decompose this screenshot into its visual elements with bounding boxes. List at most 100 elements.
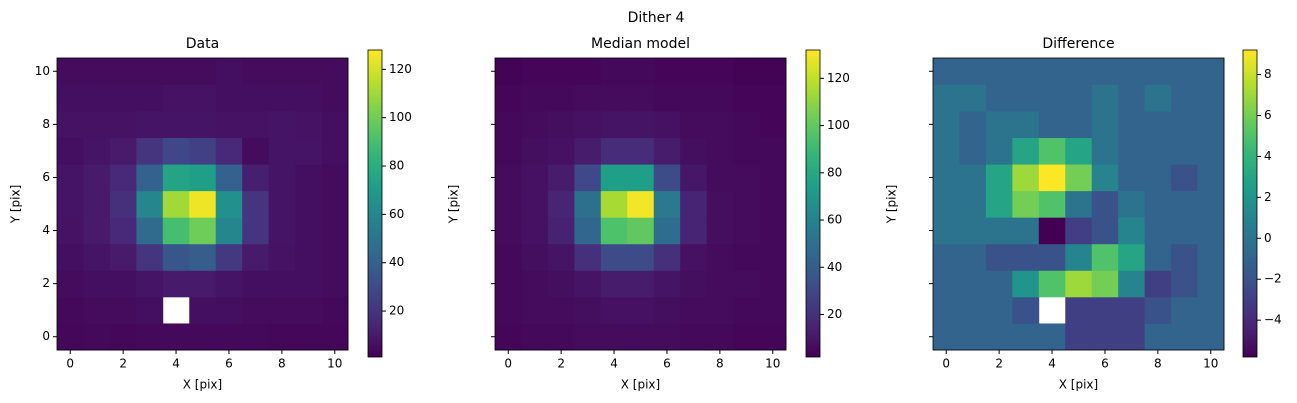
heat-cell (189, 217, 217, 245)
x-tick-label: 2 (995, 357, 1003, 371)
heat-cell (1091, 296, 1119, 324)
heat-cell (83, 164, 111, 192)
heat-cell (1091, 164, 1119, 192)
heat-cell (189, 84, 217, 112)
heat-cell (680, 323, 708, 351)
colorbar-tick-label: 100 (827, 118, 850, 132)
heat-cell (495, 84, 522, 112)
heat-cell (959, 270, 987, 298)
heat-cell (109, 296, 137, 324)
heat-cell (268, 58, 296, 85)
heat-cell (627, 164, 655, 192)
heat-cell (759, 190, 787, 218)
heat-cell (1038, 323, 1066, 351)
heat-cell (627, 243, 655, 271)
y-tick-label: 0 (42, 329, 50, 343)
heat-cell (495, 164, 522, 192)
x-tick-label: 4 (1048, 357, 1056, 371)
x-tick-label: 0 (504, 357, 512, 371)
heat-cell (1038, 190, 1066, 218)
heat-cell (985, 270, 1013, 298)
heat-cell (985, 58, 1013, 85)
colorbar-tick-label: 8 (1264, 67, 1272, 81)
heat-cell (162, 243, 190, 271)
colorbar-tick-label: 60 (827, 213, 842, 227)
heat-cell (985, 323, 1013, 351)
heat-cell (1038, 58, 1066, 85)
heat-cell (1144, 190, 1172, 218)
heat-cell (495, 217, 522, 245)
heat-cell (1065, 217, 1093, 245)
heat-cell (295, 58, 322, 85)
heat-cell (521, 111, 549, 139)
heat-cell (933, 190, 960, 218)
heat-cell (574, 58, 602, 85)
heat-cell (189, 270, 217, 298)
heat-cell (521, 270, 549, 298)
heat-cell (1065, 190, 1093, 218)
heat-cell (653, 137, 681, 165)
heat-cell (733, 137, 760, 165)
heat-cell (959, 190, 987, 218)
colorbar (805, 49, 821, 358)
heat-cell (627, 296, 655, 324)
heat-cell (268, 296, 296, 324)
heat-cell (321, 243, 349, 271)
y-axis-label: Y [pix] (9, 185, 23, 225)
heat-cell (1038, 111, 1066, 139)
heat-cell (933, 296, 960, 324)
heat-cell (136, 137, 164, 165)
y-tick-label: 4 (42, 223, 50, 237)
heat-cell (959, 243, 987, 271)
heat-cell (706, 84, 734, 112)
heat-cell (521, 296, 549, 324)
colorbar-tick-label: 120 (389, 62, 412, 76)
heat-cell (215, 190, 243, 218)
heat-cell (985, 190, 1013, 218)
heat-cell (1091, 190, 1119, 218)
heat-cell (1144, 296, 1172, 324)
heat-cell (83, 296, 111, 324)
heat-cell (57, 111, 84, 139)
heat-cell (733, 164, 760, 192)
heat-cell (521, 84, 549, 112)
colorbar (367, 49, 383, 358)
heat-cell (1065, 111, 1093, 139)
heat-cell (321, 84, 349, 112)
heat-cell (1065, 84, 1093, 112)
heat-cell (321, 164, 349, 192)
heat-cell (600, 137, 628, 165)
heat-cell (268, 217, 296, 245)
heat-cell (215, 164, 243, 192)
heat-cell (295, 323, 322, 351)
heat-cell (521, 137, 549, 165)
heat-cell (627, 270, 655, 298)
heat-cell (1118, 84, 1146, 112)
heat-cell (136, 323, 164, 351)
heat-cell (574, 296, 602, 324)
heat-cell (1012, 243, 1040, 271)
heat-cell (83, 137, 111, 165)
x-tick-label: 0 (942, 357, 950, 371)
heat-cell (295, 111, 322, 139)
heat-cell (268, 84, 296, 112)
heat-cell (985, 164, 1013, 192)
heat-cell (215, 217, 243, 245)
heat-cell (1118, 111, 1146, 139)
heat-cell (759, 270, 787, 298)
heat-cell (627, 137, 655, 165)
heat-cell (242, 111, 270, 139)
heat-cell (109, 58, 137, 85)
heat-cell (1038, 164, 1066, 192)
heat-cell (759, 243, 787, 271)
colorbar-tick-label: 0 (1264, 231, 1272, 245)
heat-cell (109, 111, 137, 139)
heat-cell (1144, 243, 1172, 271)
heat-cell (653, 243, 681, 271)
heat-cell (1171, 190, 1198, 218)
heat-cell (268, 190, 296, 218)
heat-cell (547, 84, 575, 112)
heat-cell (680, 58, 708, 85)
colorbar (1242, 49, 1258, 358)
heat-cell (215, 323, 243, 351)
